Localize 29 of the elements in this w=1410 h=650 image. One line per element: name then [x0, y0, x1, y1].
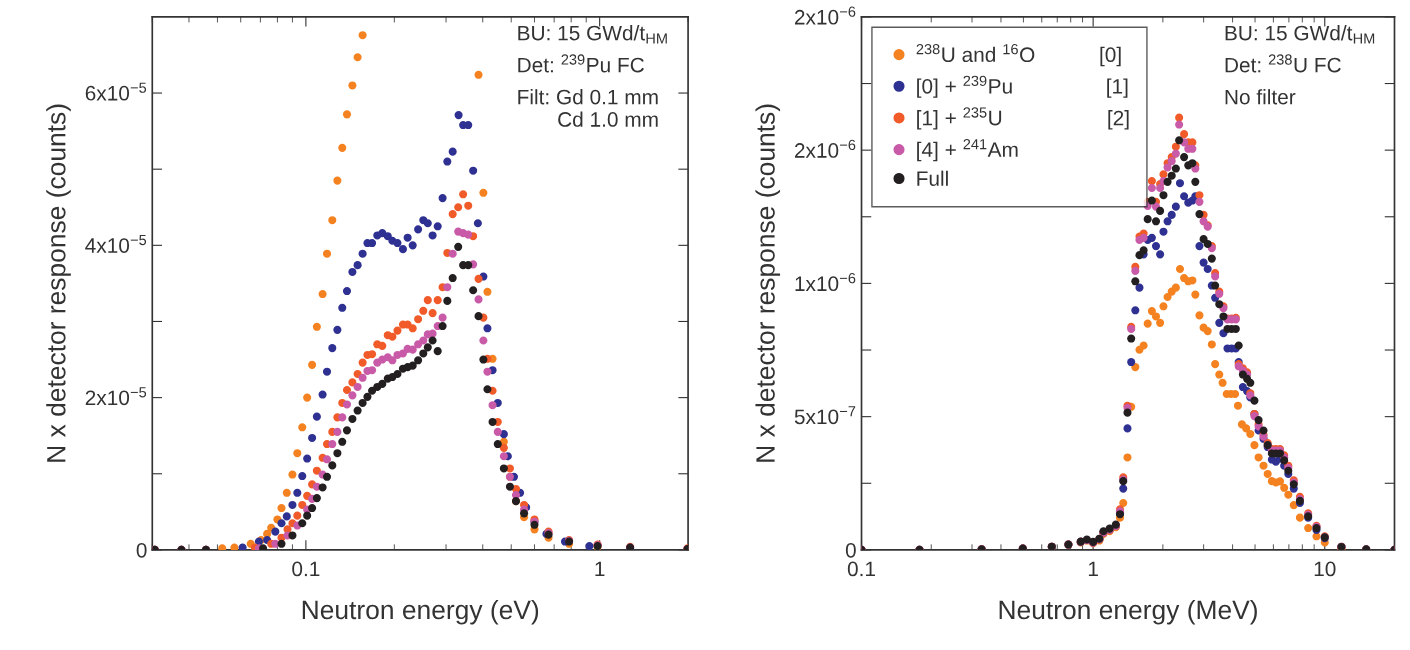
y-tick-label: 0 — [845, 542, 856, 558]
annotation: BU: 15 GWd/t$_{HM}$ — [518, 25, 667, 44]
y-tick-label: 2x10$^{−6}$ — [794, 139, 856, 158]
annotation: Det: $^{238}$U FC — [1225, 54, 1341, 73]
y-tick-label: 0 — [136, 542, 147, 558]
y-tick-label: 4x10$^{−5}$ — [85, 234, 147, 253]
y-tick-label: 5x10$^{−7}$ — [794, 406, 856, 425]
x-tick-label: 1 — [595, 561, 605, 577]
annotation: No filter — [1225, 89, 1296, 105]
x-tick-label: 0.1 — [292, 561, 320, 577]
legend-label: [1] + $^{235}$U [2] — [917, 107, 1129, 130]
y-tick-label: 1x10$^{−6}$ — [795, 273, 856, 292]
y-axis-title: N x detector response (counts) — [755, 104, 781, 462]
x-axis-title: Neutron energy (MeV) — [999, 599, 1257, 625]
x-tick-label: 0.1 — [847, 561, 875, 577]
y-tick-label: 2x10$^{−6}$ — [794, 6, 856, 25]
legend-label: Full — [917, 170, 948, 186]
x-axis-title: Neutron energy (eV) — [302, 599, 539, 625]
annotation: Det: $^{239}$Pu FC — [518, 54, 644, 73]
legend-label: [0] + $^{239}$Pu [1] — [917, 75, 1128, 98]
y-tick-label: 6x10$^{−5}$ — [85, 82, 147, 101]
legend-label: [4] + $^{241}$Am — [917, 138, 1018, 162]
x-tick-label: 1 — [1088, 561, 1098, 577]
y-axis-title: N x detector response (counts) — [46, 104, 71, 462]
x-tick-label: 10 — [1314, 561, 1336, 577]
y-tick-label: 2x10$^{−5}$ — [85, 387, 147, 406]
annotation: BU: 15 GWd/t$_{HM}$ — [1225, 25, 1375, 44]
annotation: Filt: Gd 0.1 mm Cd 1.0 mm — [518, 89, 658, 127]
legend-label: $^{238}$U and $^{16}$O [0] — [916, 43, 1121, 67]
